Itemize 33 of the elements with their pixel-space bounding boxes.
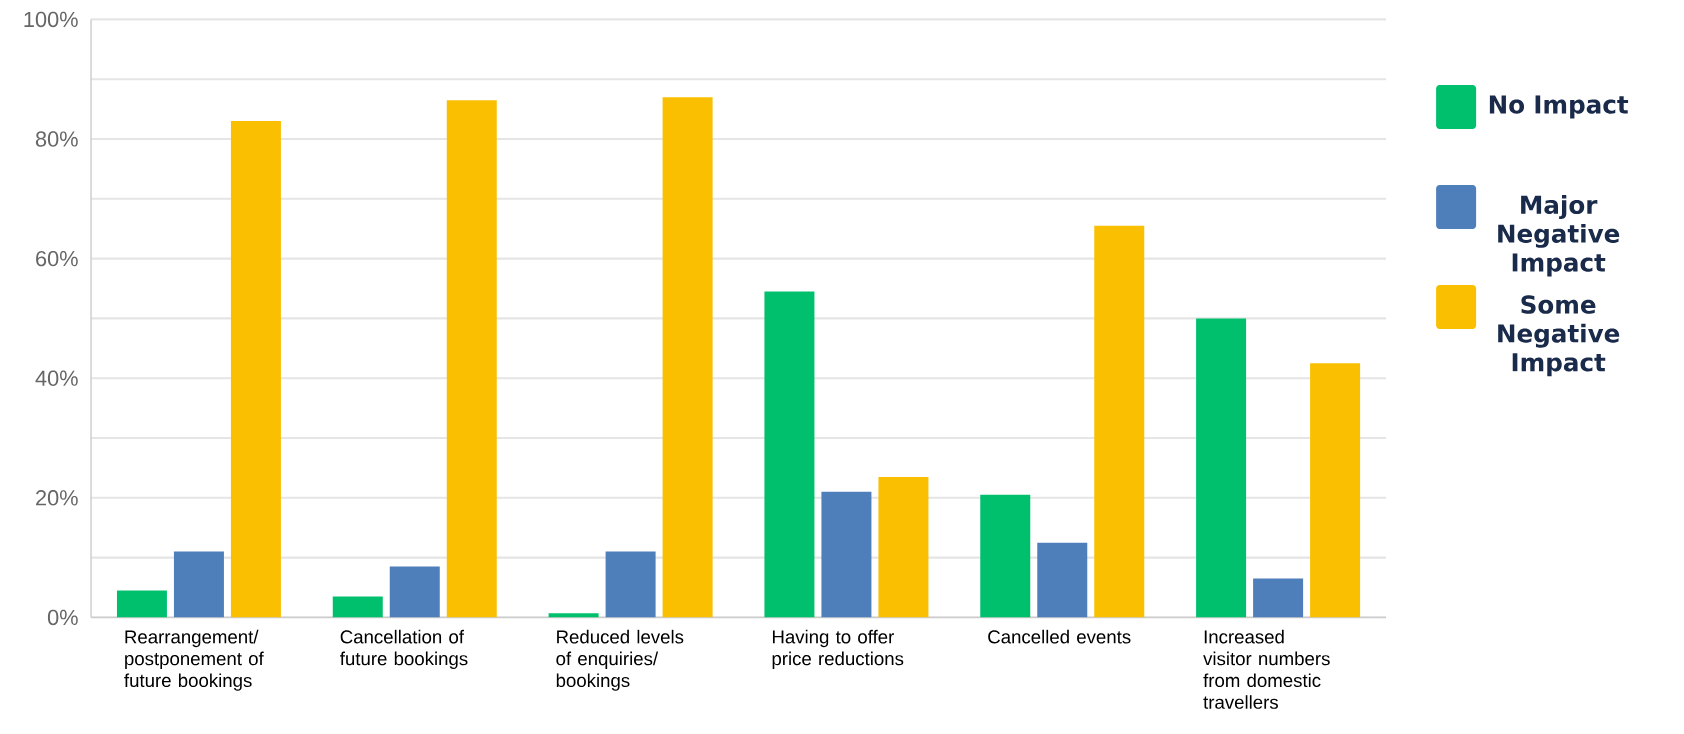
bar: [1253, 578, 1304, 618]
bar: [230, 120, 281, 618]
x-tick-label: Reduced levels of enquiries/ bookings: [556, 629, 684, 691]
legend-label: No Impact: [1489, 95, 1629, 119]
bar: [1094, 225, 1145, 618]
bar: [332, 596, 383, 618]
bar: [389, 566, 440, 618]
y-tick-label: 80%: [35, 131, 78, 147]
x-tick-label: Cancellation of future bookings: [340, 629, 468, 669]
y-tick-label: 20%: [36, 489, 78, 506]
bar: [1310, 363, 1361, 618]
legend-label: Major Negative Impact: [1498, 194, 1620, 277]
bar: [821, 491, 872, 618]
bar: [878, 476, 929, 618]
bar: [548, 613, 599, 618]
y-tick-label: 40%: [35, 370, 78, 386]
legend-label: Some Negative Impact: [1498, 295, 1620, 377]
x-tick-label: Having to offer price reductions: [772, 629, 904, 669]
bar: [446, 99, 497, 618]
bar: [1037, 542, 1088, 618]
x-tick-label: Rearrangement/ postponement of future bookings: [124, 629, 264, 691]
bar: [116, 590, 167, 618]
bar: [662, 96, 713, 618]
bar: [1196, 318, 1247, 618]
bar: [605, 551, 656, 618]
y-tick-label: 0%: [47, 609, 78, 625]
bar: [980, 494, 1031, 618]
y-tick-label: 60%: [36, 250, 78, 267]
y-tick-label: 100%: [24, 11, 78, 27]
x-tick-label: Increased visitor numbers from domestic travellers: [1203, 629, 1330, 709]
bar: [173, 551, 224, 618]
bar: [764, 291, 815, 618]
x-tick-label: Cancelled events: [988, 629, 1131, 644]
